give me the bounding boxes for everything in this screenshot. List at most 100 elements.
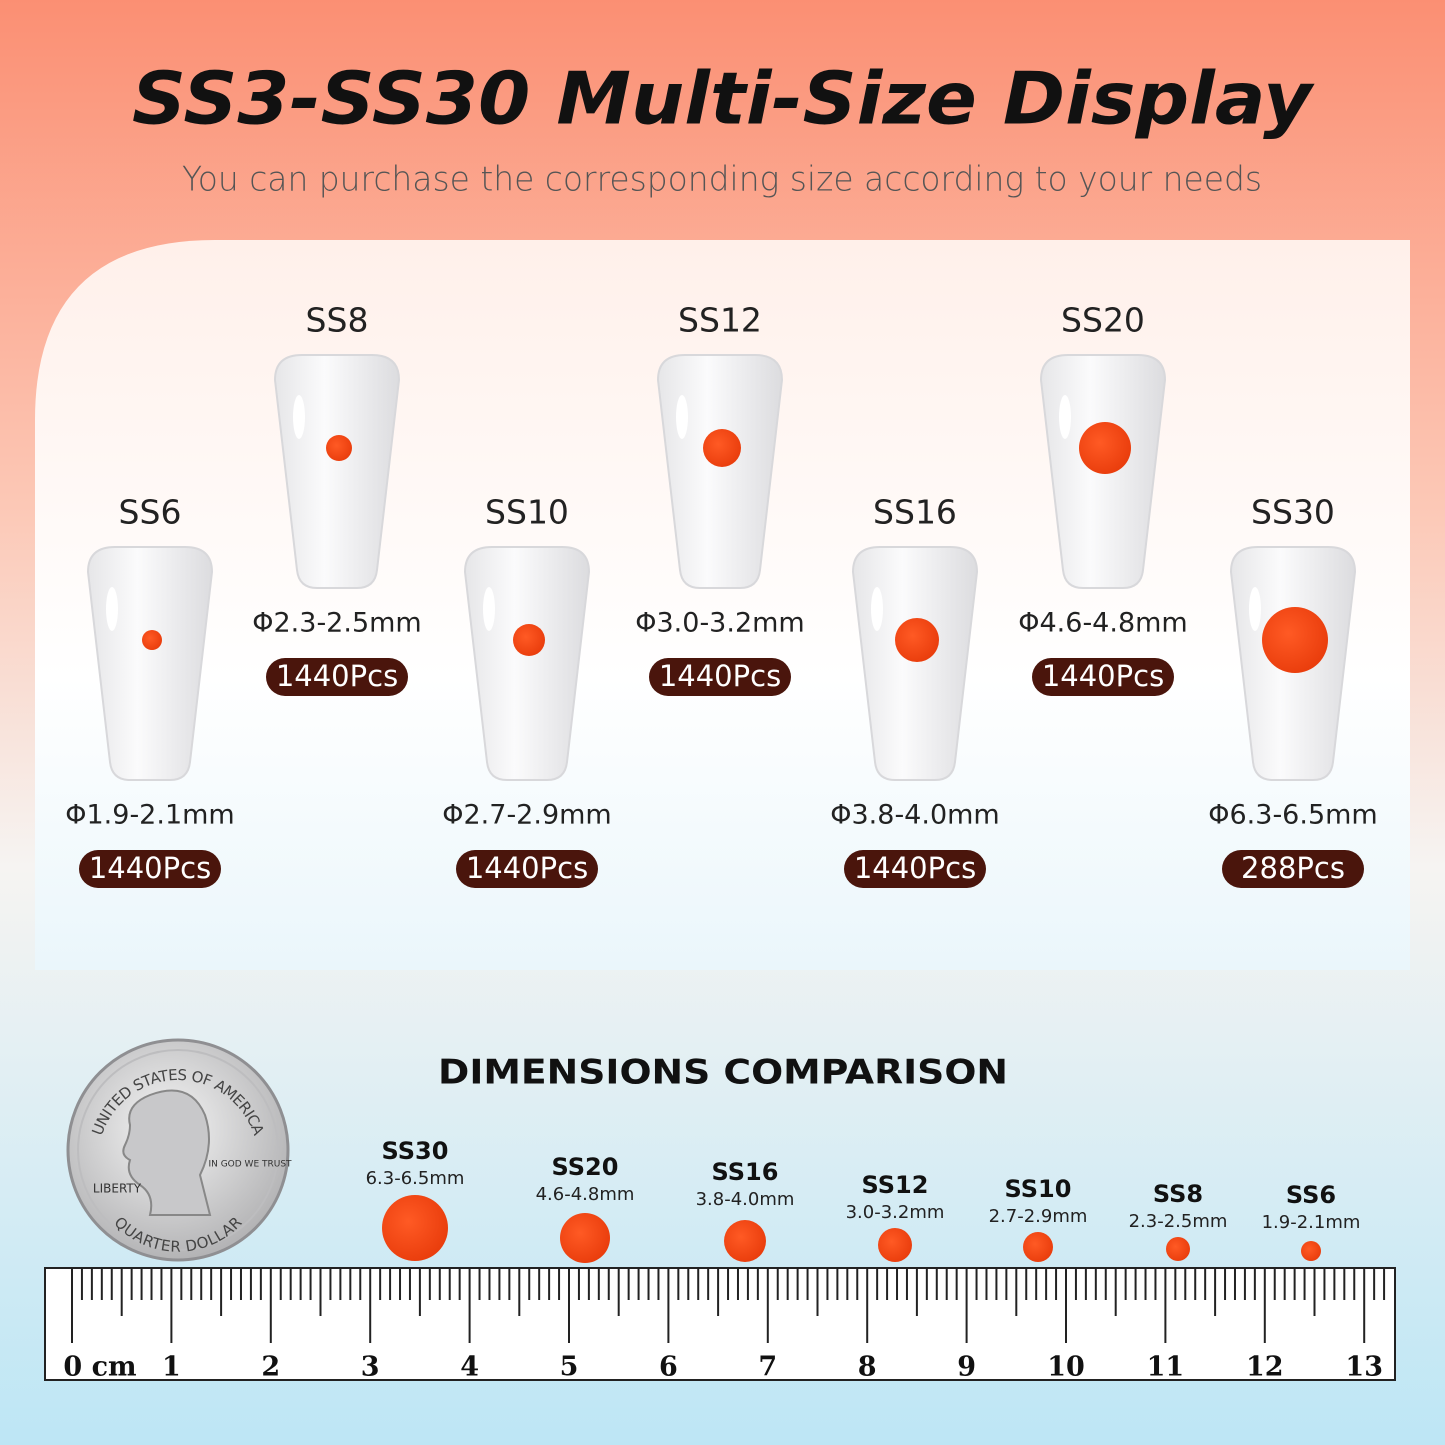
rhinestone (326, 435, 352, 461)
nail-tip (463, 546, 591, 781)
comparison-item: SS6 1.9-2.1mm (1262, 1181, 1361, 1261)
nail-shine (1249, 587, 1261, 631)
panel (35, 240, 1410, 970)
ruler-label: 5 (560, 1352, 579, 1383)
size-label: SS30 (1251, 493, 1335, 532)
size-label: SS12 (678, 301, 762, 340)
ruler-label: 12 (1246, 1352, 1284, 1383)
comparison-title: DIMENSIONS COMPARISON (438, 1053, 1008, 1093)
comparison-item: SS12 3.0-3.2mm (846, 1171, 945, 1262)
nail-shine (483, 587, 495, 631)
rhinestone (1262, 607, 1328, 673)
pieces-pill (266, 658, 408, 696)
ruler-label: 6 (659, 1352, 678, 1383)
comparison-item: SS16 3.8-4.0mm (696, 1158, 795, 1262)
size-card: SS6 Φ1.9-2.1mm 1440Pcs (65, 493, 235, 888)
ruler-label: 9 (957, 1352, 976, 1383)
coin-portrait (122, 1089, 212, 1216)
rhinestone (895, 618, 939, 662)
size-diameter: Φ4.6-4.8mm (1018, 608, 1187, 639)
ruler-label: 1 (162, 1352, 181, 1383)
comparison-size: 3.8-4.0mm (696, 1189, 795, 1210)
size-pieces: 1440Pcs (659, 659, 781, 693)
comparison-size: 3.0-3.2mm (846, 1202, 945, 1223)
comparison-label: SS12 (862, 1171, 929, 1199)
ruler-label: 3 (361, 1352, 380, 1383)
coin: UNITED STATES OF AMERICA QUARTER DOLLAR … (66, 1038, 292, 1262)
sizes: SS6 Φ1.9-2.1mm 1440Pcs SS8 Φ2.3-2.5mm 1440Pcs… (65, 301, 1378, 888)
coin-motto: IN GOD WE TRUST (208, 1160, 292, 1170)
comparison-label: SS10 (1005, 1175, 1072, 1203)
comparison-stone (1301, 1241, 1321, 1261)
comparison-size: 4.6-4.8mm (536, 1184, 635, 1205)
pieces-pill (649, 658, 791, 696)
pieces-pill (1222, 850, 1364, 888)
ruler: 0 cm 1 2 3 4 5 6 7 8 9 10 11 12 13 (44, 1267, 1396, 1383)
coin-liberty: LIBERTY (93, 1182, 142, 1196)
size-label: SS20 (1061, 301, 1145, 340)
size-pieces: 1440Pcs (89, 851, 211, 885)
size-pieces: 1440Pcs (854, 851, 976, 885)
rhinestone (513, 624, 545, 656)
comparison-label: SS20 (552, 1153, 619, 1181)
comparison-size: 2.3-2.5mm (1129, 1211, 1228, 1232)
comparison-stone (1166, 1237, 1190, 1261)
nail-shine (1059, 395, 1071, 439)
comparison-size: 6.3-6.5mm (366, 1168, 465, 1189)
ruler-label: 11 (1147, 1352, 1185, 1383)
pieces-pill (79, 850, 221, 888)
size-diameter: Φ3.0-3.2mm (635, 608, 804, 639)
ruler-label: 8 (858, 1352, 877, 1383)
comparison-label: SS8 (1153, 1180, 1203, 1208)
size-card: SS30 Φ6.3-6.5mm 288Pcs (1208, 493, 1378, 888)
comparison-item: SS20 4.6-4.8mm (536, 1153, 635, 1263)
comparison-item: SS10 2.7-2.9mm (989, 1175, 1088, 1262)
size-card: SS16 Φ3.8-4.0mm 1440Pcs (830, 493, 1000, 888)
size-card: SS10 Φ2.7-2.9mm 1440Pcs (442, 493, 612, 888)
size-label: SS6 (119, 493, 182, 532)
comparison-label: SS6 (1286, 1181, 1336, 1209)
size-label: SS10 (485, 493, 569, 532)
nail-shine (293, 395, 305, 439)
comparison-size: 1.9-2.1mm (1262, 1212, 1361, 1233)
nail-shine (676, 395, 688, 439)
comparison-stone (1023, 1232, 1053, 1262)
ruler-body (44, 1267, 1396, 1381)
nail-tip (851, 546, 979, 781)
subtitle: You can purchase the corresponding size … (182, 160, 1262, 200)
comparison-label: SS16 (712, 1158, 779, 1186)
comparison-size: 2.7-2.9mm (989, 1206, 1088, 1227)
nail-tip (86, 546, 214, 781)
size-pieces: 1440Pcs (1042, 659, 1164, 693)
size-pieces: 1440Pcs (276, 659, 398, 693)
rhinestone (1079, 422, 1131, 474)
rhinestone (703, 429, 741, 467)
size-diameter: Φ3.8-4.0mm (830, 800, 999, 831)
ruler-label: 7 (758, 1352, 777, 1383)
size-diameter: Φ6.3-6.5mm (1208, 800, 1377, 831)
nail-shine (106, 587, 118, 631)
size-diameter: Φ2.7-2.9mm (442, 800, 611, 831)
ruler-label: 2 (261, 1352, 280, 1383)
size-label: SS16 (873, 493, 957, 532)
pieces-pill (844, 850, 986, 888)
rhinestone (142, 630, 162, 650)
comparison-stone (724, 1220, 766, 1262)
comparison-stone (878, 1228, 912, 1262)
size-card: SS12 Φ3.0-3.2mm 1440Pcs (635, 301, 805, 696)
title: SS3-SS30 Multi-Size Display (132, 57, 1315, 141)
size-pieces: 1440Pcs (466, 851, 588, 885)
comparison-stone (382, 1195, 448, 1261)
size-diameter: Φ1.9-2.1mm (65, 800, 234, 831)
nail-tip (273, 354, 401, 589)
coin-rim (77, 1049, 279, 1251)
size-pieces: 288Pcs (1241, 851, 1345, 885)
pieces-pill (456, 850, 598, 888)
size-card: SS8 Φ2.3-2.5mm 1440Pcs (252, 301, 422, 696)
comparison-stone (560, 1213, 610, 1263)
nail-tip (656, 354, 784, 589)
ruler-label: 4 (460, 1352, 479, 1383)
ruler-label: 0 cm (63, 1352, 136, 1383)
